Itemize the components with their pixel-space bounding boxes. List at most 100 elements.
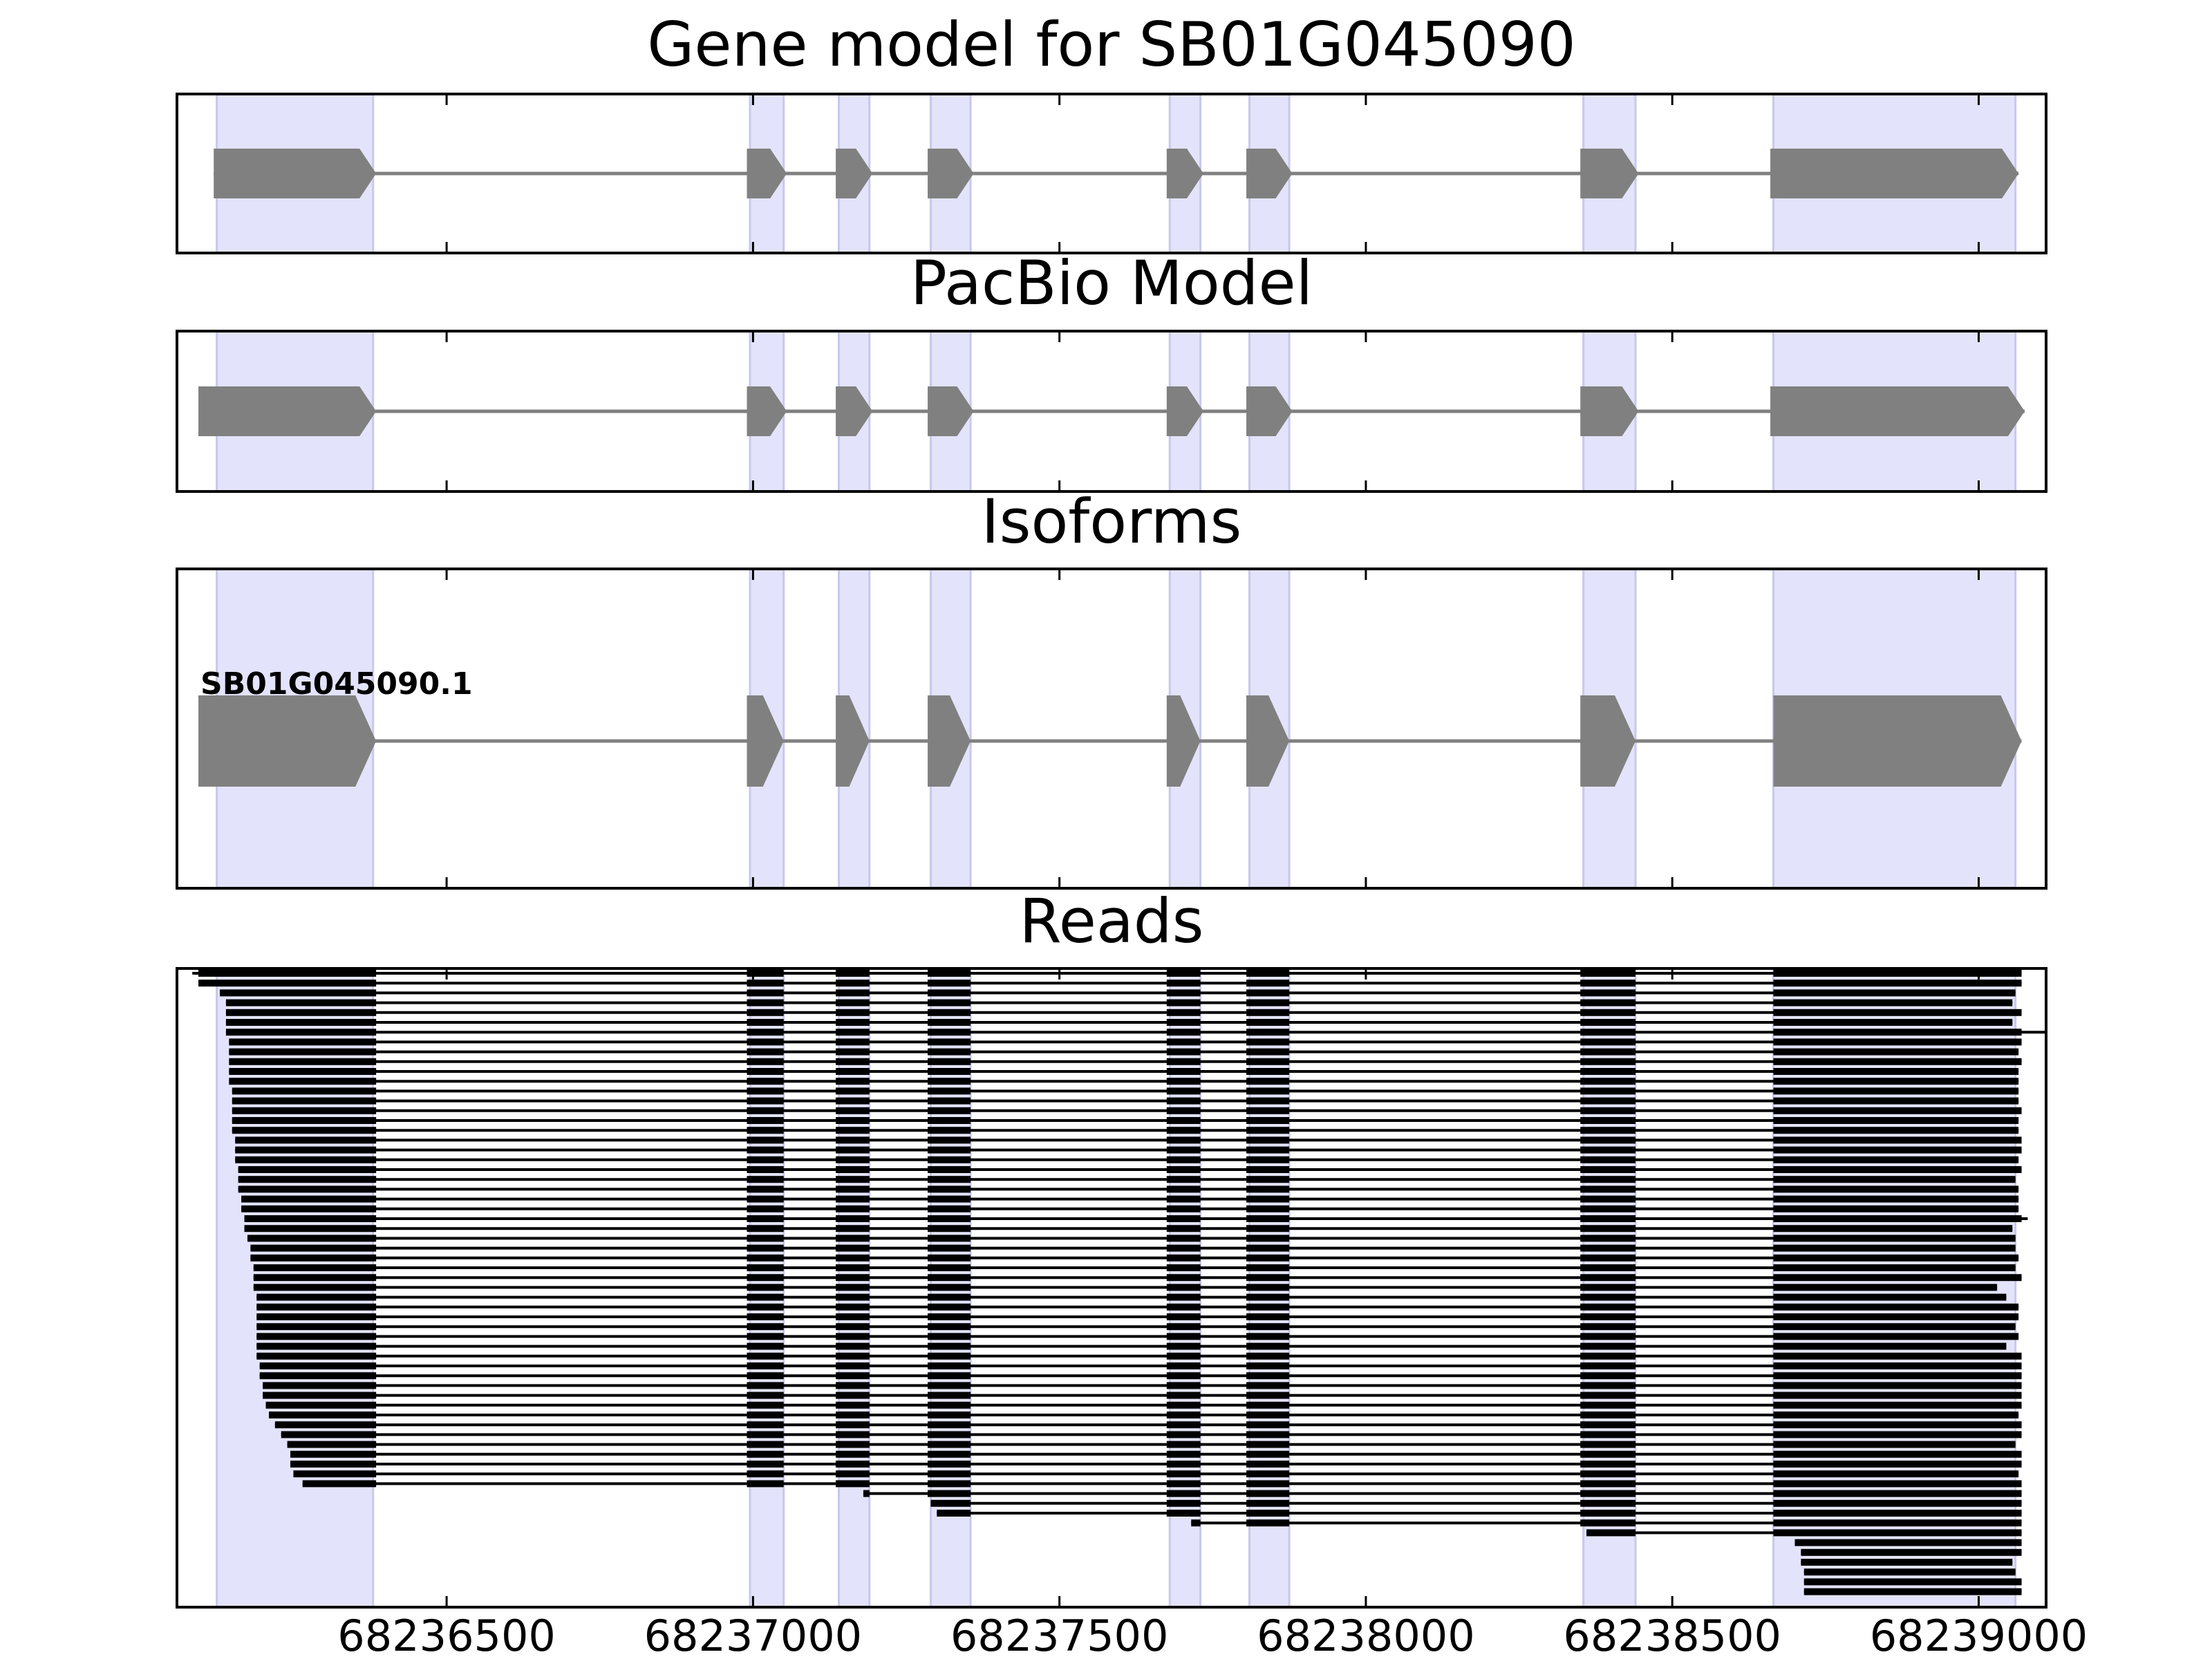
read-47-block-8 xyxy=(1773,1421,2022,1429)
read-41-block-1 xyxy=(259,1362,377,1369)
read-33 xyxy=(253,1284,1998,1291)
read-31-block-3 xyxy=(836,1264,870,1271)
read-28-block-8 xyxy=(1773,1235,2016,1242)
read-39-block-3 xyxy=(836,1342,870,1350)
read-14-block-3 xyxy=(836,1097,870,1105)
read-23-block-3 xyxy=(836,1185,870,1193)
read-16-block-7 xyxy=(1580,1117,1636,1124)
read-41-block-4 xyxy=(928,1362,971,1369)
gene-model-exon-7 xyxy=(1580,149,1639,198)
read-56-block-4 xyxy=(937,1510,971,1517)
read-40-block-6 xyxy=(1246,1352,1290,1360)
read-7-block-5 xyxy=(1166,1029,1201,1036)
read-25-block-7 xyxy=(1580,1205,1636,1212)
read-31 xyxy=(253,1264,2016,1271)
read-60 xyxy=(1801,1548,2022,1556)
read-29 xyxy=(250,1244,2016,1252)
read-31-block-7 xyxy=(1580,1264,1636,1271)
read-23-block-4 xyxy=(928,1185,971,1193)
read-37-block-7 xyxy=(1580,1323,1636,1331)
read-29-block-2 xyxy=(747,1244,784,1252)
read-12-block-4 xyxy=(928,1078,971,1085)
read-45-block-4 xyxy=(928,1401,971,1409)
read-12-block-7 xyxy=(1580,1078,1636,1085)
read-11-block-2 xyxy=(747,1068,784,1075)
read-21-block-8 xyxy=(1773,1166,2022,1173)
read-35-block-4 xyxy=(928,1303,971,1311)
read-50-block-5 xyxy=(1166,1450,1201,1458)
read-47-block-3 xyxy=(836,1421,870,1429)
read-20-block-2 xyxy=(747,1156,784,1163)
read-63 xyxy=(1803,1578,2022,1586)
reads-ticks xyxy=(445,968,1980,1607)
read-42-block-4 xyxy=(928,1372,971,1380)
read-8-block-7 xyxy=(1580,1038,1636,1046)
gene-model-frame xyxy=(176,93,2047,254)
read-52-block-4 xyxy=(928,1470,971,1478)
read-45-block-5 xyxy=(1166,1401,1201,1409)
read-4-block-4 xyxy=(928,999,971,1006)
read-49-block-4 xyxy=(928,1441,971,1448)
read-55-block-7 xyxy=(1580,1499,1636,1507)
read-41 xyxy=(259,1362,2022,1369)
read-9 xyxy=(229,1048,2019,1056)
read-49 xyxy=(287,1441,2016,1448)
read-45-block-7 xyxy=(1580,1401,1636,1409)
read-30-block-6 xyxy=(1246,1254,1290,1262)
read-5-block-2 xyxy=(747,1009,784,1016)
read-64-block-8 xyxy=(1803,1588,2022,1595)
read-54 xyxy=(863,1490,2022,1497)
read-54-block-6 xyxy=(1246,1490,1290,1497)
read-18-block-2 xyxy=(747,1136,784,1144)
read-42-block-1 xyxy=(259,1372,377,1380)
read-27-block-4 xyxy=(928,1225,971,1232)
read-5-block-5 xyxy=(1166,1009,1201,1016)
read-14-block-7 xyxy=(1580,1097,1636,1105)
gene-model-exon-6 xyxy=(1246,149,1293,198)
read-40-block-1 xyxy=(256,1352,377,1360)
read-29-block-3 xyxy=(836,1244,870,1252)
read-28-block-4 xyxy=(928,1235,971,1242)
read-12-block-2 xyxy=(747,1078,784,1085)
read-27-block-1 xyxy=(244,1225,377,1232)
read-20-block-3 xyxy=(836,1156,870,1163)
read-26 xyxy=(244,1215,2028,1222)
read-9-block-2 xyxy=(747,1048,784,1056)
read-56-block-5 xyxy=(1166,1510,1201,1517)
read-35-block-8 xyxy=(1773,1303,2019,1311)
read-33-block-7 xyxy=(1580,1284,1636,1291)
read-38-block-5 xyxy=(1166,1333,1201,1340)
read-46-block-5 xyxy=(1166,1412,1201,1418)
read-6-block-6 xyxy=(1246,1019,1290,1026)
read-33-block-4 xyxy=(928,1284,971,1291)
read-46-block-6 xyxy=(1246,1412,1290,1418)
read-43-block-4 xyxy=(928,1382,971,1389)
read-52-block-7 xyxy=(1580,1470,1636,1478)
read-55-block-8 xyxy=(1773,1499,2022,1507)
read-37-block-6 xyxy=(1246,1323,1290,1331)
read-24-block-5 xyxy=(1166,1195,1201,1203)
read-20-block-4 xyxy=(928,1156,971,1163)
read-42-block-8 xyxy=(1773,1372,2022,1380)
read-13-block-8 xyxy=(1773,1087,2019,1095)
read-14-block-8 xyxy=(1773,1097,2019,1105)
read-29-block-4 xyxy=(928,1244,971,1252)
read-35-block-5 xyxy=(1166,1303,1201,1311)
read-26-block-8 xyxy=(1773,1215,2022,1222)
reads-frame xyxy=(176,967,2047,1609)
read-60-block-8 xyxy=(1801,1548,2022,1556)
read-53 xyxy=(302,1480,2022,1488)
read-64 xyxy=(1803,1588,2022,1595)
read-37-block-1 xyxy=(256,1323,377,1331)
read-23-block-6 xyxy=(1246,1185,1290,1193)
read-2-block-2 xyxy=(747,980,784,987)
isoforms-track xyxy=(198,695,2022,787)
read-23-block-1 xyxy=(238,1185,377,1193)
read-53-block-7 xyxy=(1580,1480,1636,1488)
isoforms-exon-8 xyxy=(1773,695,2022,787)
read-57-block-7 xyxy=(1580,1519,1636,1527)
x-axis-tick-labels: 68236500 68237000 68237500 68238000 68238500… xyxy=(337,1611,2088,1659)
read-11-block-8 xyxy=(1773,1068,2019,1075)
read-45 xyxy=(265,1401,2022,1409)
read-33-block-2 xyxy=(747,1284,784,1291)
